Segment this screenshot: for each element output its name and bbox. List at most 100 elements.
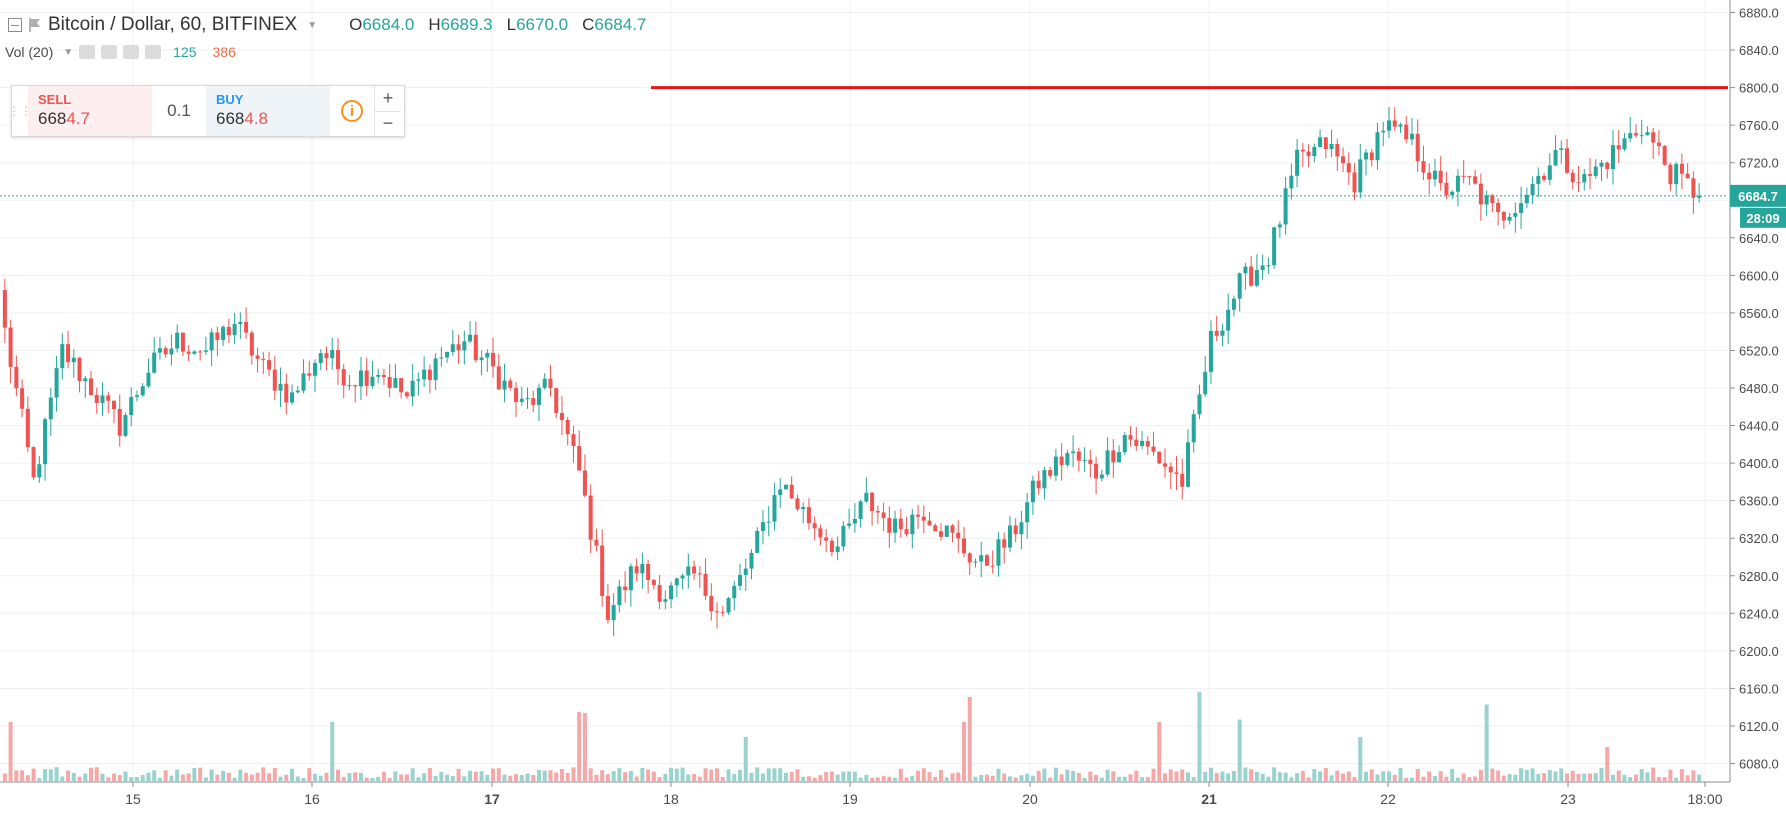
- candle-body: [1587, 174, 1593, 176]
- candle-body: [1404, 124, 1409, 140]
- volume-bar: [795, 769, 800, 782]
- candle-body: [1048, 470, 1053, 476]
- time-tick-label: 18: [663, 791, 679, 807]
- volume-bar: [875, 777, 880, 782]
- volume-bar: [1358, 737, 1363, 782]
- price-tick-label: 6480.0: [1739, 381, 1779, 396]
- volume-label[interactable]: Vol (20): [5, 44, 54, 60]
- candle-body: [485, 352, 490, 358]
- candle-body: [772, 495, 777, 522]
- candle-body: [1260, 265, 1265, 271]
- minus-button[interactable]: −: [375, 110, 401, 137]
- volume-bar: [732, 773, 737, 782]
- candle-body: [674, 578, 679, 586]
- eye-icon[interactable]: [79, 45, 96, 59]
- volume-bar: [600, 770, 605, 782]
- volume-bar: [175, 769, 180, 782]
- candle-body: [801, 507, 806, 510]
- volume-bar: [462, 776, 467, 782]
- candle-body: [100, 395, 105, 404]
- volume-bar: [680, 767, 685, 782]
- volume-bar: [1341, 773, 1346, 782]
- candle-body: [1455, 175, 1460, 192]
- candle-body: [1180, 473, 1185, 487]
- volume-bar: [1059, 774, 1064, 782]
- volume-bar: [835, 774, 840, 782]
- candle-body: [1203, 371, 1208, 395]
- candle-body: [267, 360, 272, 370]
- candle-body: [634, 566, 639, 574]
- candle-body: [847, 523, 852, 526]
- volume-bar: [1679, 769, 1684, 782]
- candle-body: [577, 446, 582, 471]
- volume-bar: [1467, 777, 1472, 782]
- sell-label: SELL: [38, 92, 72, 107]
- candle-body: [140, 386, 145, 396]
- more-icon[interactable]: [123, 45, 140, 59]
- candle-body: [358, 370, 363, 387]
- flag-icon[interactable]: [28, 17, 42, 33]
- chevron-down-icon[interactable]: ▼: [307, 19, 318, 31]
- candle-body: [548, 378, 553, 389]
- candle-body: [996, 539, 1001, 566]
- plus-button[interactable]: +: [382, 87, 394, 108]
- volume-bar: [1117, 776, 1122, 782]
- volume-bar: [198, 767, 203, 782]
- volume-bar: [588, 768, 593, 782]
- quantity-stepper[interactable]: + −: [374, 86, 401, 136]
- volume-bar: [416, 777, 421, 782]
- candle-body: [1220, 330, 1225, 336]
- last-price-label: 6684.7: [1738, 189, 1778, 204]
- volume-bar: [1633, 774, 1638, 782]
- volume-bar: [755, 767, 760, 782]
- candle-body: [916, 514, 921, 517]
- volume-bar: [399, 774, 404, 782]
- candle-body: [531, 398, 536, 405]
- volume-bar: [893, 777, 898, 782]
- candle-body: [1576, 182, 1581, 184]
- symbol-title[interactable]: Bitcoin / Dollar, 60, BITFINEX: [48, 14, 298, 35]
- gear-icon[interactable]: [101, 45, 118, 59]
- volume-bar: [491, 768, 496, 782]
- candle-body: [1174, 472, 1179, 474]
- candle-body: [1094, 463, 1099, 479]
- candle-body: [651, 580, 656, 586]
- candle-body: [1386, 120, 1392, 131]
- chevron-down-icon[interactable]: ▼: [63, 46, 74, 58]
- volume-bar: [939, 769, 944, 782]
- candle-body: [646, 563, 651, 581]
- candle-body: [1691, 178, 1696, 198]
- sell-button[interactable]: SELL 6684.7: [28, 86, 152, 136]
- volume-bar: [525, 773, 530, 782]
- volume-bar: [1168, 769, 1173, 782]
- candle-body: [1352, 172, 1357, 193]
- candle-body: [1335, 143, 1340, 157]
- close-icon[interactable]: [145, 45, 162, 59]
- candle-body: [1025, 502, 1030, 523]
- candle-body: [1099, 474, 1104, 479]
- candle-body: [318, 353, 323, 363]
- last-price-tag: [1730, 184, 1786, 207]
- collapse-icon[interactable]: [8, 18, 22, 32]
- volume-bar: [1002, 773, 1007, 782]
- candle-body: [502, 380, 507, 390]
- candle-body: [1542, 175, 1547, 180]
- volume-bar: [370, 777, 375, 782]
- volume-bar: [1295, 773, 1300, 782]
- info-button[interactable]: i: [330, 86, 374, 136]
- candle-body: [1007, 525, 1012, 548]
- candle-body: [812, 523, 817, 529]
- price-tick-label: 6840.0: [1739, 43, 1779, 58]
- candle-body: [353, 385, 358, 387]
- volume-bar: [531, 775, 536, 782]
- quantity-input[interactable]: 0.1: [167, 101, 191, 120]
- candle-body: [1679, 163, 1684, 174]
- volume-bar: [916, 770, 921, 782]
- volume-bar: [1622, 774, 1627, 782]
- candle-body: [312, 362, 318, 376]
- drag-handle-icon[interactable]: ⋮⋮: [8, 104, 32, 118]
- candle-body: [468, 334, 473, 342]
- buy-button[interactable]: BUY 6684.8: [206, 86, 330, 136]
- candle-body: [215, 332, 220, 341]
